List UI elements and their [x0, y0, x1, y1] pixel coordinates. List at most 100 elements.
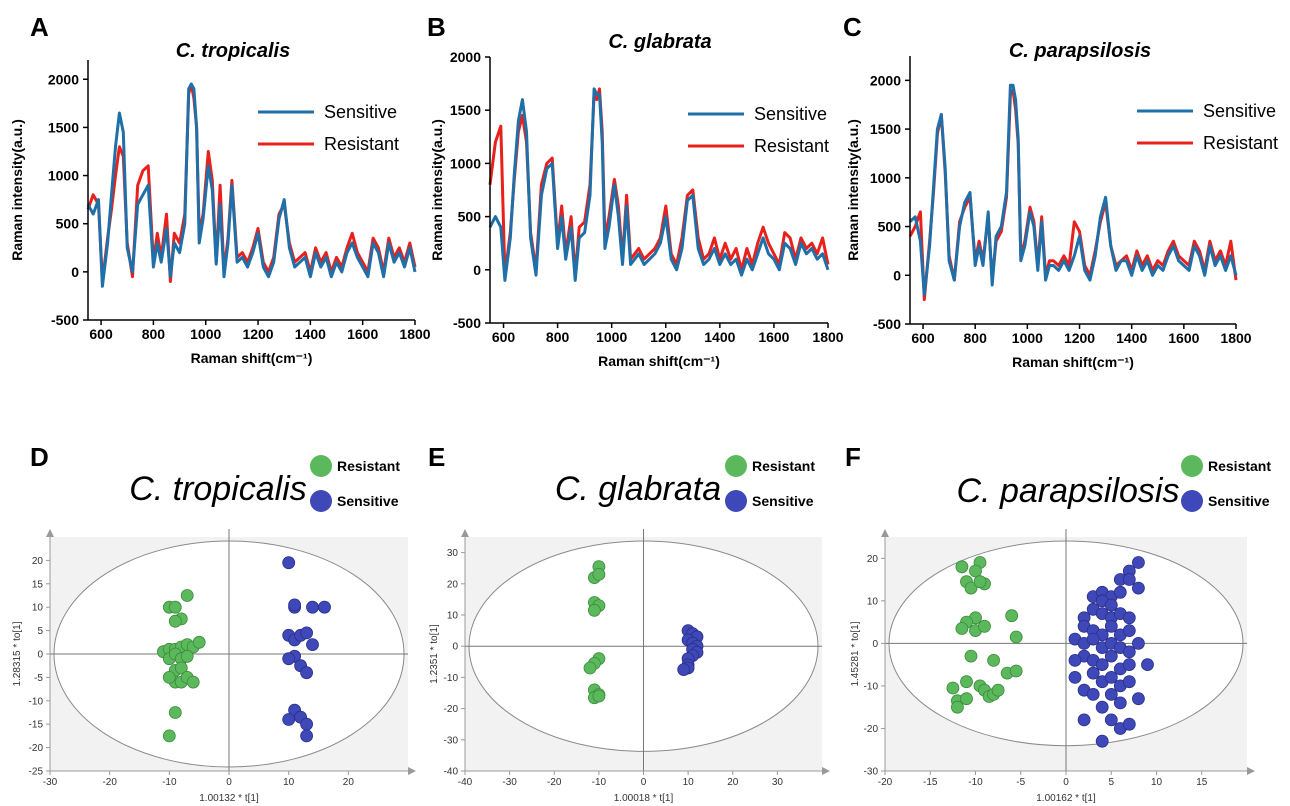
- x-tick-label: -20: [102, 777, 117, 788]
- y-axis-label: Raman intensity(a.u.): [429, 119, 445, 261]
- legend-label-sensitive: Sensitive: [337, 493, 399, 509]
- x-axis-label: Raman shift(cm⁻¹): [1012, 354, 1134, 370]
- y-tick-label: -500: [453, 315, 481, 331]
- x-tick-label: -40: [458, 777, 473, 788]
- data-point-resistant: [964, 581, 978, 595]
- data-point-sensitive: [306, 600, 319, 614]
- legend-label-sensitive: Sensitive: [1203, 101, 1276, 121]
- y-tick-label: 1000: [450, 155, 481, 171]
- x-tick-label: 1000: [1012, 330, 1043, 346]
- y-tick-label: 20: [447, 579, 459, 590]
- y-tick-label: 10: [447, 611, 459, 622]
- x-tick-label: 10: [1151, 777, 1163, 788]
- data-point-resistant: [174, 661, 188, 675]
- y-tick-label: -30: [864, 767, 879, 778]
- data-point-sensitive: [1095, 734, 1109, 748]
- data-point-sensitive: [1086, 666, 1100, 680]
- y-tick-label: -20: [29, 743, 44, 754]
- y-tick-label: 500: [878, 219, 902, 235]
- x-tick-label: 1200: [650, 329, 681, 345]
- series-line-sensitive: [86, 82, 417, 288]
- data-point-sensitive: [1132, 692, 1145, 706]
- data-point-resistant: [951, 700, 964, 714]
- x-tick-label: -20: [878, 777, 893, 788]
- data-point-resistant: [192, 635, 206, 649]
- x-tick-label: 1800: [812, 329, 843, 345]
- data-point-sensitive: [300, 626, 314, 640]
- data-point-sensitive: [1113, 696, 1127, 710]
- x-tick-label: 800: [142, 326, 166, 342]
- x-tick-label: 0: [1063, 777, 1069, 788]
- legend-label-sensitive: Sensitive: [752, 493, 814, 509]
- data-point-sensitive: [300, 729, 314, 743]
- y-tick-label: -500: [51, 312, 79, 328]
- x-tick-label: 30: [772, 777, 784, 788]
- data-point-sensitive: [1104, 598, 1118, 612]
- x-tick-label: -30: [502, 777, 517, 788]
- y-tick-label: 10: [32, 603, 44, 614]
- data-point-resistant: [987, 654, 1000, 667]
- series-line-sensitive: [908, 83, 1238, 297]
- data-point-resistant: [969, 564, 982, 578]
- panel-a: A C. tropicalis 600 800 1000 1200 1400 1600 1800…: [9, 12, 431, 366]
- y-axis-label: 1.2351 * to[1]: [429, 624, 440, 684]
- data-point-resistant: [186, 675, 200, 689]
- y-tick-label: 500: [56, 216, 80, 232]
- y-axis-label: Raman intensity(a.u.): [845, 119, 861, 261]
- x-tick-label: 15: [1196, 777, 1208, 788]
- x-axis-label: Raman shift(cm⁻¹): [191, 350, 313, 366]
- x-tick-label: -15: [923, 777, 938, 788]
- panel-letter: C: [843, 12, 862, 42]
- x-tick-label: 20: [343, 777, 355, 788]
- x-tick-label: 1200: [1064, 330, 1095, 346]
- legend-label-resistant: Resistant: [337, 458, 400, 474]
- x-tick-label: 1800: [399, 326, 430, 342]
- legend-marker-sensitive: [310, 490, 332, 512]
- data-point-resistant: [973, 575, 987, 589]
- y-axis-label: Raman intensity(a.u.): [9, 119, 25, 261]
- data-point-sensitive: [1104, 671, 1118, 684]
- y-tick-label: -25: [29, 767, 44, 778]
- data-point-sensitive: [1122, 717, 1136, 731]
- data-point-sensitive: [1132, 637, 1145, 650]
- data-point-sensitive: [1077, 713, 1091, 727]
- data-point-sensitive: [1132, 581, 1145, 595]
- data-point-resistant: [168, 614, 182, 628]
- legend-label-sensitive: Sensitive: [324, 102, 397, 122]
- data-point-sensitive: [282, 652, 296, 666]
- x-axis-label: 1.00018 * t[1]: [614, 793, 674, 804]
- chart-title: C. tropicalis: [176, 40, 290, 62]
- panel-d: D C. tropicalis -30 -20 -10 0 10 20 -25 -20 -15 -10…: [12, 442, 416, 804]
- panel-letter: E: [428, 442, 445, 472]
- x-tick-label: -30: [43, 777, 58, 788]
- data-point-resistant: [168, 706, 182, 719]
- y-tick-label: 0: [37, 650, 43, 661]
- y-tick-label: -20: [864, 724, 879, 735]
- y-axis-label: 1.45281 * to[1]: [850, 621, 861, 686]
- data-point-resistant: [946, 681, 960, 695]
- x-tick-label: 20: [727, 777, 739, 788]
- data-point-sensitive: [282, 556, 296, 570]
- y-tick-label: 20: [32, 556, 44, 567]
- y-tick-label: 0: [893, 267, 901, 283]
- data-point-resistant: [162, 671, 176, 684]
- y-tick-label: 0: [872, 639, 878, 650]
- y-axis-arrow: [46, 529, 54, 537]
- x-axis-label: 1.00162 * t[1]: [1036, 793, 1096, 804]
- x-tick-label: -10: [592, 777, 607, 788]
- data-point-sensitive: [1132, 556, 1145, 569]
- data-point-resistant: [583, 661, 597, 675]
- y-axis-label: 1.28315 * to[1]: [12, 621, 23, 686]
- x-tick-label: 600: [89, 326, 113, 342]
- data-point-sensitive: [677, 663, 691, 676]
- y-axis-arrow: [461, 529, 469, 537]
- y-tick-label: -5: [34, 673, 43, 684]
- y-tick-label: -15: [29, 720, 44, 731]
- data-point-sensitive: [1104, 688, 1118, 701]
- data-point-resistant: [592, 568, 606, 581]
- y-tick-label: -20: [444, 704, 459, 715]
- data-point-resistant: [964, 649, 978, 663]
- y-tick-label: -30: [444, 735, 459, 746]
- data-point-resistant: [592, 689, 606, 703]
